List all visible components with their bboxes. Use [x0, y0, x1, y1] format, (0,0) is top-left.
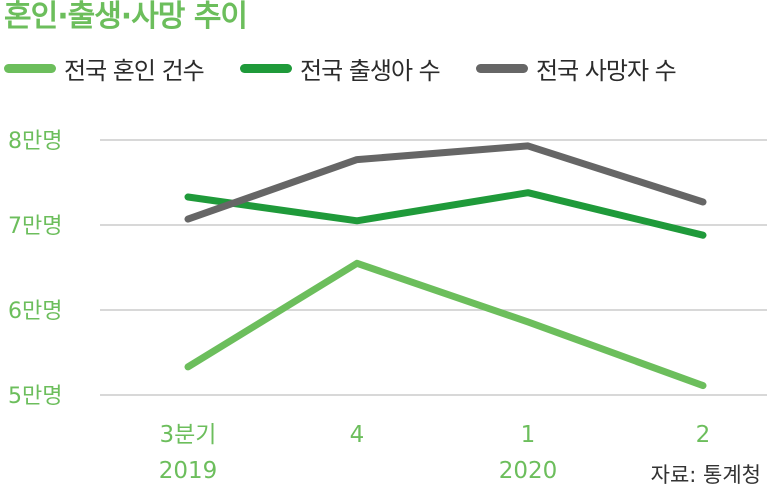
legend-item-marriage: 전국 혼인 건수: [4, 48, 205, 88]
chart-title: 혼인·출생·사망 추이: [4, 0, 248, 34]
y-tick-label: 8만명: [8, 129, 62, 154]
legend-item-births: 전국 출생아 수: [240, 48, 441, 88]
legend-item-deaths: 전국 사망자 수: [476, 48, 677, 88]
series-line-marriage: [184, 259, 707, 390]
series-line-births: [184, 189, 707, 239]
source-note: 자료: 통계청: [650, 463, 761, 487]
legend: 전국 혼인 건수 전국 출생아 수 전국 사망자 수: [0, 48, 767, 88]
y-tick-label: 7만명: [8, 214, 62, 239]
legend-swatch-births: [240, 63, 292, 73]
legend-label-births: 전국 출생아 수: [300, 56, 441, 85]
legend-swatch-deaths: [476, 63, 528, 73]
x-tick-label: 3분기: [160, 422, 217, 448]
x-tick-year-label: 2019: [159, 458, 218, 484]
y-tick-label: 6만명: [8, 299, 62, 324]
y-tick-label: 5만명: [8, 384, 62, 409]
x-tick-year-label: 2020: [499, 458, 558, 484]
legend-swatch-marriage: [4, 63, 56, 73]
legend-label-marriage: 전국 혼인 건수: [64, 56, 205, 85]
legend-label-deaths: 전국 사망자 수: [536, 56, 677, 85]
x-tick-label: 4: [350, 422, 365, 448]
series-line-deaths: [184, 142, 707, 223]
x-tick-label: 2: [696, 422, 711, 448]
x-tick-label: 1: [521, 422, 536, 448]
